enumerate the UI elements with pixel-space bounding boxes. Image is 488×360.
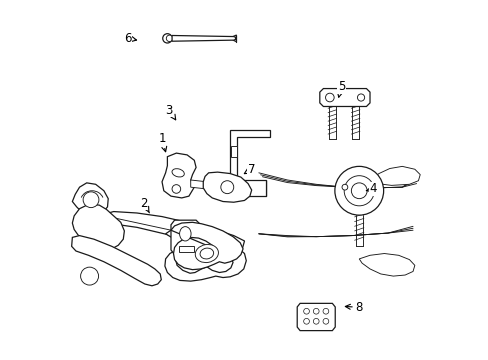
Polygon shape (230, 146, 236, 157)
Circle shape (341, 184, 347, 190)
Circle shape (344, 176, 373, 206)
Polygon shape (297, 303, 335, 330)
Polygon shape (72, 235, 161, 286)
Circle shape (303, 309, 309, 314)
Ellipse shape (172, 169, 184, 177)
Circle shape (303, 319, 309, 324)
Text: 6: 6 (124, 32, 136, 45)
Circle shape (357, 94, 364, 101)
Polygon shape (230, 130, 269, 180)
Circle shape (172, 185, 180, 193)
Circle shape (351, 183, 366, 199)
Polygon shape (369, 166, 419, 185)
Circle shape (83, 192, 99, 208)
Polygon shape (171, 222, 243, 270)
Text: 2: 2 (140, 197, 149, 213)
Polygon shape (171, 220, 201, 255)
Polygon shape (72, 204, 124, 250)
Circle shape (323, 309, 328, 314)
Polygon shape (230, 180, 265, 196)
Polygon shape (179, 246, 193, 252)
Circle shape (81, 267, 99, 285)
Circle shape (163, 34, 172, 43)
Circle shape (221, 181, 233, 194)
Ellipse shape (179, 226, 191, 241)
Polygon shape (190, 180, 206, 189)
Polygon shape (203, 172, 251, 202)
Polygon shape (72, 183, 108, 215)
Text: 8: 8 (345, 301, 362, 314)
Polygon shape (359, 253, 414, 276)
Polygon shape (99, 212, 244, 250)
Circle shape (166, 35, 172, 41)
Circle shape (334, 166, 383, 215)
Ellipse shape (195, 244, 218, 262)
Text: 3: 3 (165, 104, 175, 120)
Polygon shape (172, 36, 235, 41)
Text: 5: 5 (337, 80, 345, 97)
Polygon shape (162, 153, 196, 198)
Polygon shape (164, 229, 246, 281)
Text: 4: 4 (366, 183, 377, 195)
Circle shape (370, 184, 376, 190)
Circle shape (325, 93, 333, 102)
Text: 7: 7 (244, 163, 255, 176)
Ellipse shape (200, 248, 213, 259)
Polygon shape (319, 89, 369, 107)
Text: 1: 1 (158, 132, 166, 152)
Circle shape (313, 309, 319, 314)
Circle shape (323, 319, 328, 324)
Circle shape (313, 319, 319, 324)
